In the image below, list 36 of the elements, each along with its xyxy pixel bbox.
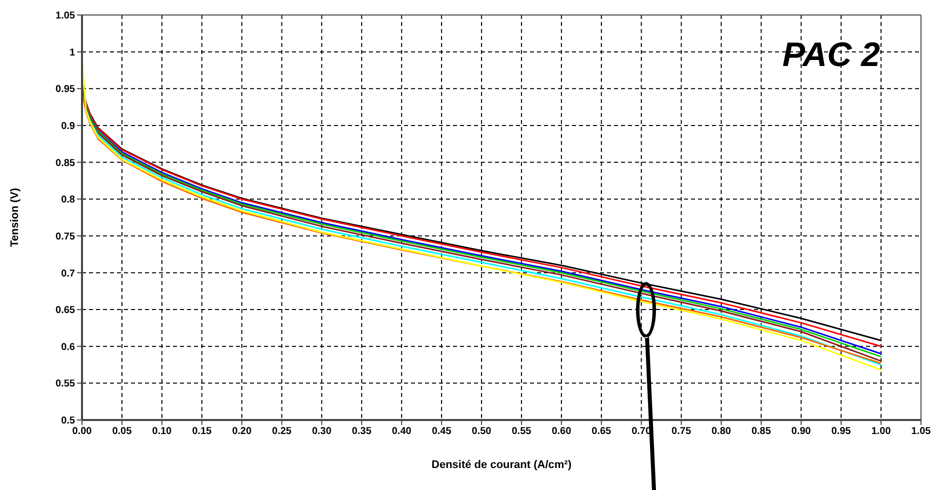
- x-tick-label: 0.60: [552, 426, 572, 438]
- x-tick-label: 0.30: [312, 426, 332, 438]
- x-tick-label: 1.05: [911, 426, 932, 438]
- x-tick-label: 0.00: [72, 426, 92, 438]
- x-tick-label: 0.20: [232, 426, 252, 438]
- y-tick-label: 0.95: [56, 84, 76, 96]
- y-tick-label: 0.6: [61, 342, 76, 353]
- y-tick-label: 0.65: [56, 305, 76, 316]
- y-tick-label: 0.5: [61, 416, 76, 427]
- x-tick-label: 0.25: [272, 426, 292, 438]
- x-tick-label: 0.40: [392, 426, 412, 438]
- x-tick-label: 0.35: [352, 426, 372, 438]
- y-tick-label: 1.05: [56, 10, 76, 22]
- x-tick-label: 0.55: [512, 426, 532, 438]
- y-tick-label: 0.75: [56, 231, 76, 242]
- x-axis-title: Densité de courant (A/cm²): [432, 459, 572, 471]
- x-tick-label: 0.65: [592, 426, 612, 438]
- y-tick-label: 1: [69, 47, 76, 58]
- y-tick-label: 0.9: [61, 121, 76, 132]
- x-tick-label: 0.50: [472, 426, 492, 438]
- x-tick-label: 0.15: [192, 426, 212, 438]
- x-tick-label: 1.00: [871, 426, 892, 438]
- x-tick-label: 0.05: [112, 426, 132, 438]
- x-tick-label: 0.80: [712, 426, 732, 438]
- x-tick-label: 0.95: [831, 426, 852, 438]
- y-tick-label: 0.7: [61, 268, 76, 280]
- y-tick-label: 0.8: [61, 194, 76, 206]
- x-tick-label: 0.10: [152, 426, 172, 438]
- y-tick-label: 0.85: [56, 158, 76, 169]
- x-tick-label: 0.45: [432, 426, 452, 438]
- text: PAC 2: [782, 36, 880, 75]
- x-tick-label: 0.90: [791, 426, 812, 438]
- y-axis-title: Tension (V): [8, 188, 21, 248]
- x-tick-label: 0.75: [672, 426, 692, 438]
- y-tick-label: 0.55: [56, 378, 76, 390]
- x-tick-label: 0.85: [751, 426, 772, 438]
